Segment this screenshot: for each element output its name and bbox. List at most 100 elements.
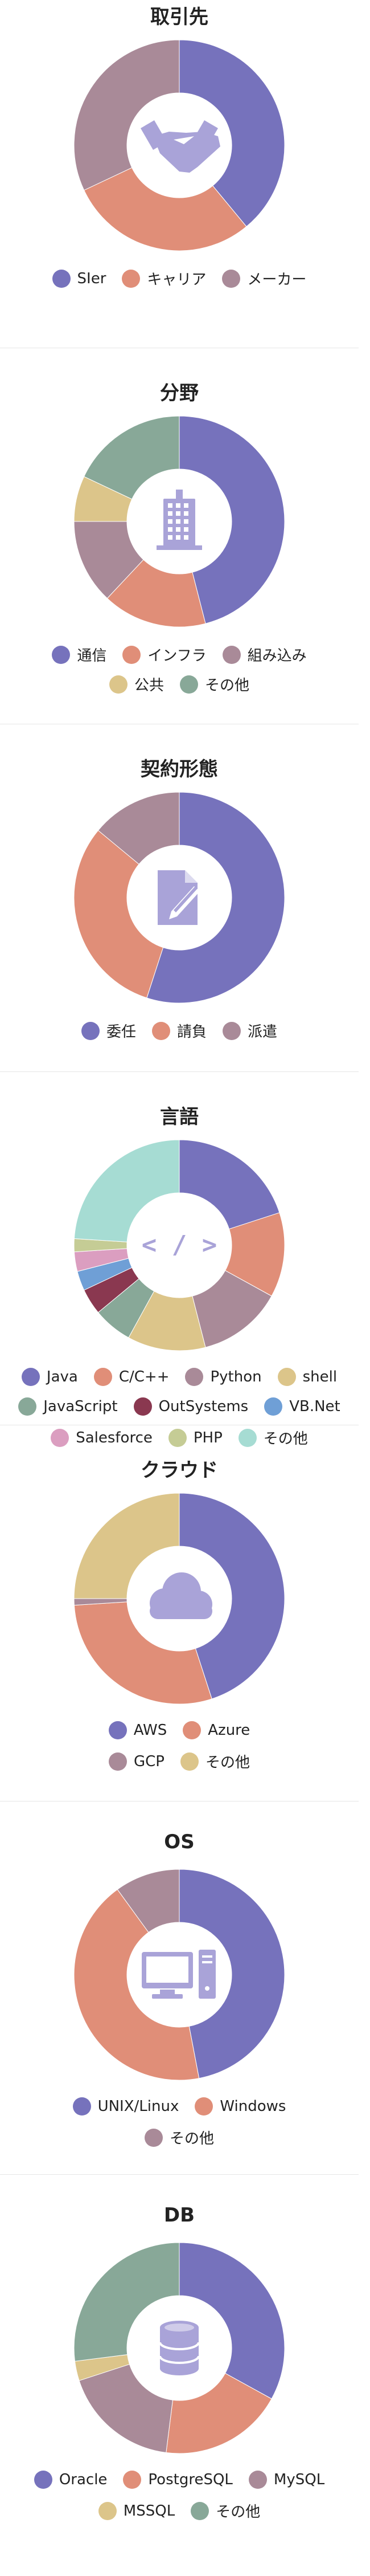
legend-label: Oracle xyxy=(59,2471,108,2488)
donut-chart xyxy=(73,1869,285,2081)
legend-swatch xyxy=(18,1397,37,1416)
legend-item: メーカー xyxy=(222,268,306,289)
legend-swatch xyxy=(223,1021,241,1040)
legend-swatch xyxy=(144,2128,163,2147)
legend-label: 組み込み xyxy=(247,647,307,665)
handshake-icon xyxy=(141,120,220,173)
legend-label: Java xyxy=(46,1368,78,1385)
svg-text:< / >: < / > xyxy=(142,1230,217,1260)
legend-swatch xyxy=(21,1368,40,1386)
legend-item: VB.Net xyxy=(264,1397,340,1416)
legend-label: キャリア xyxy=(147,271,207,288)
legend-item: SIer xyxy=(52,268,106,289)
legend-item: Python xyxy=(185,1368,262,1386)
legend-label: PostgreSQL xyxy=(148,2471,233,2488)
legend-label: その他 xyxy=(263,1430,308,1448)
chart-legend-row: Java C/C++ Python shell xyxy=(0,1368,359,1386)
legend-label: shell xyxy=(302,1368,338,1385)
legend-item: UNIX/Linux xyxy=(72,2097,179,2116)
donut-svg xyxy=(73,39,285,251)
legend-swatch xyxy=(81,1021,100,1040)
legend-label: 請負 xyxy=(176,1024,207,1041)
legend-item: PHP xyxy=(168,1427,223,1448)
chart-legend-row: MSSQL その他 xyxy=(0,2500,359,2521)
section-divider xyxy=(0,1071,359,1072)
legend-item: MSSQL xyxy=(98,2500,175,2521)
legend-label: OutSystems xyxy=(158,1398,249,1415)
legend-label: VB.Net xyxy=(289,1398,340,1415)
legend-item: JavaScript xyxy=(18,1397,118,1416)
chart-section: 取引先 SIer キャリア メーカー xyxy=(0,0,359,319)
legend-label: Windows xyxy=(220,2098,286,2115)
legend-label: 派遣 xyxy=(248,1024,278,1041)
legend-swatch xyxy=(264,1397,283,1416)
chart-section: 分野通信 インフラ 組み込み公共 その他 xyxy=(0,376,359,698)
legend-item: その他 xyxy=(144,2127,214,2148)
legend-swatch xyxy=(277,1368,296,1386)
chart-title: OS xyxy=(164,1831,195,1853)
legend-item: C/C++ xyxy=(93,1368,169,1386)
legend-swatch xyxy=(72,2097,91,2116)
computer-icon xyxy=(142,1950,216,1999)
legend-label: 委任 xyxy=(106,1024,136,1041)
building-icon xyxy=(157,490,202,550)
chart-title: 分野 xyxy=(160,382,199,405)
legend-item: 請負 xyxy=(151,1020,207,1041)
donut-chart xyxy=(73,2242,285,2454)
legend-swatch xyxy=(122,269,141,288)
donut-chart xyxy=(73,1493,285,1705)
legend-swatch xyxy=(168,1428,187,1447)
database-icon xyxy=(159,2321,200,2375)
legend-swatch xyxy=(238,1428,257,1447)
legend-item: 通信 xyxy=(52,644,106,665)
legend-swatch xyxy=(109,675,128,694)
chart-section: 言語 < / > Java C/C++ Python shell JavaScript Out… xyxy=(0,1100,359,1448)
donut-chart xyxy=(73,415,285,627)
legend-label: その他 xyxy=(169,2130,214,2147)
legend-item: その他 xyxy=(191,2500,260,2521)
chart-legend-row: GCP その他 xyxy=(0,1751,359,1772)
chart-legend-row: AWS Azure xyxy=(0,1721,359,1739)
legend-label: Azure xyxy=(208,1722,250,1739)
legend-item: その他 xyxy=(180,674,249,695)
legend-item: 公共 xyxy=(109,674,164,695)
legend-swatch xyxy=(122,645,141,664)
chart-legend-row: 通信 インフラ 組み込み xyxy=(0,644,359,665)
document-icon xyxy=(158,870,200,925)
legend-item: 派遣 xyxy=(223,1020,277,1041)
chart-legend-row: SIer キャリア メーカー xyxy=(0,268,359,289)
legend-item: Azure xyxy=(183,1721,250,1739)
code-icon: < / > xyxy=(142,1230,217,1260)
legend-swatch xyxy=(183,1721,202,1739)
donut-svg xyxy=(73,792,285,1004)
legend-swatch xyxy=(248,2471,267,2489)
legend-item: OutSystems xyxy=(133,1397,249,1416)
chart-legend-row: UNIX/Linux Windows xyxy=(0,2097,359,2116)
legend-swatch xyxy=(108,1721,127,1739)
legend-swatch xyxy=(222,645,241,664)
chart-section: クラウド AWS Azure GCP その他 xyxy=(0,1453,359,1775)
section-divider xyxy=(0,2174,359,2175)
legend-swatch xyxy=(191,2501,209,2520)
legend-swatch xyxy=(133,1397,152,1416)
donut-svg xyxy=(73,415,285,627)
legend-label: SIer xyxy=(77,270,106,287)
legend-label: JavaScript xyxy=(43,1398,118,1415)
legend-label: PHP xyxy=(193,1429,223,1446)
legend-swatch xyxy=(180,1752,199,1771)
legend-item: キャリア xyxy=(122,268,206,289)
legend-item: PostgreSQL xyxy=(123,2471,233,2489)
legend-label: MySQL xyxy=(273,2471,325,2488)
donut-svg xyxy=(73,1493,285,1705)
legend-label: UNIX/Linux xyxy=(97,2098,179,2115)
chart-title: 取引先 xyxy=(150,6,208,28)
chart-title: 契約形態 xyxy=(141,758,218,781)
legend-label: その他 xyxy=(216,2504,261,2521)
chart-legend-row: Oracle PostgreSQL MySQL xyxy=(0,2471,359,2489)
legend-label: その他 xyxy=(205,677,250,694)
legend-item: shell xyxy=(277,1368,338,1386)
legend-item: GCP xyxy=(109,1751,165,1772)
legend-item: インフラ xyxy=(122,644,207,665)
chart-section: DB Oracle PostgreSQL MySQL MSSQL その他 xyxy=(0,2203,359,2576)
legend-label: Salesforce xyxy=(76,1429,153,1446)
